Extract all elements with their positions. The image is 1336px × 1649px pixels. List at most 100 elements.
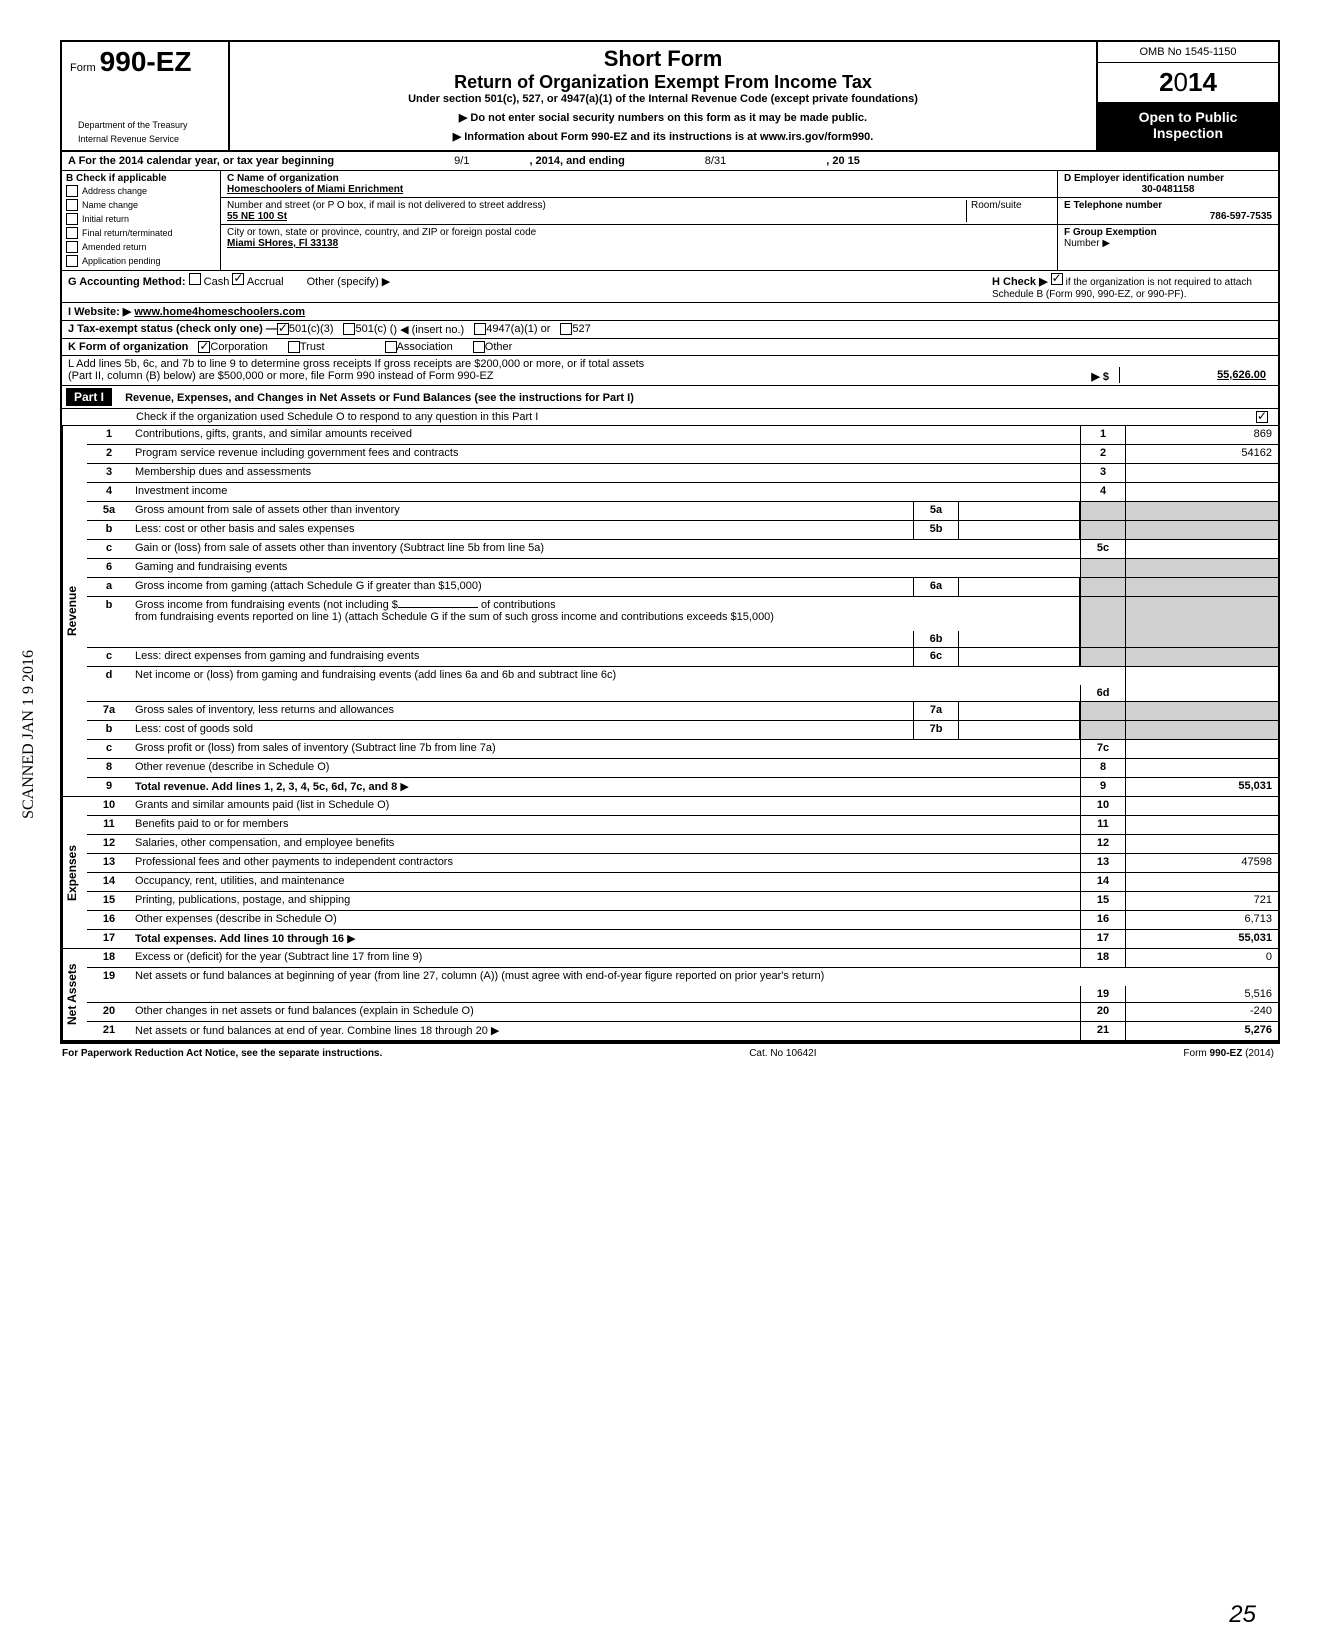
part1-check-text: Check if the organization used Schedule … bbox=[136, 411, 1256, 423]
line-6b-pre: Gross income from fundraising events (no… bbox=[135, 599, 398, 611]
checkbox-corp[interactable] bbox=[198, 341, 210, 353]
open-public: Open to Public Inspection bbox=[1098, 103, 1278, 150]
room-label: Room/suite bbox=[971, 200, 1022, 211]
b-item-5: Application pending bbox=[82, 256, 161, 266]
checkbox-part1-schedo[interactable] bbox=[1256, 411, 1268, 423]
section-b: B Check if applicable Address change Nam… bbox=[62, 171, 221, 270]
line-6a-sub: 6a bbox=[913, 578, 959, 596]
part1-header: Part I Revenue, Expenses, and Changes in… bbox=[62, 386, 1278, 409]
h-text: H Check ▶ bbox=[992, 276, 1048, 288]
checkbox-amended[interactable] bbox=[66, 241, 78, 253]
checkbox-527[interactable] bbox=[560, 323, 572, 335]
website: www.home4homeschoolers.com bbox=[134, 306, 305, 318]
line-6b-mid: of contributions bbox=[481, 599, 556, 611]
e-label: E Telephone number bbox=[1064, 200, 1162, 211]
line-6b-sub: 6b bbox=[913, 631, 959, 647]
footer-right: Form 990-EZ (2014) bbox=[1183, 1048, 1274, 1059]
form-number: 990-EZ bbox=[100, 46, 192, 78]
k-corp: Corporation bbox=[210, 341, 267, 353]
info: ▶ Information about Form 990-EZ and its … bbox=[234, 130, 1092, 143]
city-label: City or town, state or province, country… bbox=[227, 227, 536, 238]
line-6d-val bbox=[1125, 667, 1278, 701]
line-14-val bbox=[1125, 873, 1278, 891]
checkbox-other-org[interactable] bbox=[473, 341, 485, 353]
phone: 786-597-7535 bbox=[1064, 211, 1272, 222]
line-7a-sub: 7a bbox=[913, 702, 959, 720]
b-item-1: Name change bbox=[82, 200, 138, 210]
street: 55 NE 100 St bbox=[227, 211, 287, 222]
j-insert: ) ◀ (insert no.) bbox=[393, 323, 464, 336]
tax-end-month: 8/31 bbox=[705, 155, 726, 167]
right-header: OMB No 1545-1150 20201414 Open to Public… bbox=[1098, 42, 1278, 150]
checkbox-cash[interactable] bbox=[189, 273, 201, 285]
line-7b-sub: 7b bbox=[913, 721, 959, 739]
line-2-val: 54162 bbox=[1125, 445, 1278, 463]
line-20-desc: Other changes in net assets or fund bala… bbox=[135, 1005, 474, 1017]
line-10-val bbox=[1125, 797, 1278, 815]
footer-left: For Paperwork Reduction Act Notice, see … bbox=[62, 1048, 382, 1059]
j-501c: 501(c) ( bbox=[355, 323, 393, 336]
checkbox-h[interactable] bbox=[1051, 273, 1063, 285]
line-6-desc: Gaming and fundraising events bbox=[135, 561, 287, 573]
c-label: C Name of organization bbox=[227, 173, 339, 184]
k-label: K Form of organization bbox=[68, 341, 188, 353]
row-gh: G Accounting Method: Cash Accrual Other … bbox=[62, 271, 1278, 303]
tax-end-year: , 20 15 bbox=[826, 155, 860, 167]
line-18-desc: Excess or (deficit) for the year (Subtra… bbox=[135, 951, 422, 963]
line-6c-sub: 6c bbox=[913, 648, 959, 666]
g-label: G Accounting Method: bbox=[68, 276, 186, 288]
title-cell: Short Form Return of Organization Exempt… bbox=[230, 42, 1098, 150]
revenue-section: Revenue 1Contributions, gifts, grants, a… bbox=[62, 426, 1278, 797]
row-a: A For the 2014 calendar year, or tax yea… bbox=[62, 152, 1278, 171]
checkbox-accrual[interactable] bbox=[232, 273, 244, 285]
j-501c3: 501(c)(3) bbox=[289, 323, 334, 336]
checkbox-assoc[interactable] bbox=[385, 341, 397, 353]
d-label: D Employer identification number bbox=[1064, 173, 1224, 184]
line-7c-val bbox=[1125, 740, 1278, 758]
k-trust: Trust bbox=[300, 341, 325, 353]
k-other: Other bbox=[485, 341, 513, 353]
form-990ez: Form 990-EZ Department of the Treasury I… bbox=[60, 40, 1280, 1044]
line-3-desc: Membership dues and assessments bbox=[135, 466, 311, 478]
checkbox-4947[interactable] bbox=[474, 323, 486, 335]
line-18-val: 0 bbox=[1125, 949, 1278, 967]
line-17-val: 55,031 bbox=[1125, 930, 1278, 948]
checkbox-pending[interactable] bbox=[66, 255, 78, 267]
checkbox-501c3[interactable] bbox=[277, 323, 289, 335]
checkbox-address[interactable] bbox=[66, 185, 78, 197]
bcdef-block: B Check if applicable Address change Nam… bbox=[62, 171, 1278, 271]
expenses-label: Expenses bbox=[62, 797, 87, 948]
footer-mid: Cat. No 10642I bbox=[749, 1048, 816, 1059]
line-5c-desc: Gain or (loss) from sale of assets other… bbox=[135, 542, 544, 554]
year: 20201414 bbox=[1098, 63, 1278, 103]
j-label: J Tax-exempt status (check only one) — bbox=[68, 323, 277, 336]
line-9-val: 55,031 bbox=[1125, 778, 1278, 796]
l-text1: L Add lines 5b, 6c, and 7b to line 9 to … bbox=[68, 358, 1119, 370]
checkbox-final[interactable] bbox=[66, 227, 78, 239]
g-accrual: Accrual bbox=[247, 276, 284, 288]
line-3-val bbox=[1125, 464, 1278, 482]
i-label: I Website: ▶ bbox=[68, 306, 131, 318]
dept: Department of the Treasury bbox=[70, 118, 220, 132]
checkbox-name[interactable] bbox=[66, 199, 78, 211]
line-8-desc: Other revenue (describe in Schedule O) bbox=[135, 761, 329, 773]
checkbox-501c[interactable] bbox=[343, 323, 355, 335]
checkbox-initial[interactable] bbox=[66, 213, 78, 225]
checkbox-trust[interactable] bbox=[288, 341, 300, 353]
org-name: Homeschoolers of Miami Enrichment bbox=[227, 184, 403, 195]
section-def: D Employer identification number 30-0481… bbox=[1058, 171, 1278, 270]
expenses-section: Expenses 10Grants and similar amounts pa… bbox=[62, 797, 1278, 949]
line-16-val: 6,713 bbox=[1125, 911, 1278, 929]
line-13-val: 47598 bbox=[1125, 854, 1278, 872]
line-13-desc: Professional fees and other payments to … bbox=[135, 856, 453, 868]
city: Miami SHores, Fl 33138 bbox=[227, 238, 338, 249]
line-5c-num: 5c bbox=[1080, 540, 1125, 558]
line-14-desc: Occupancy, rent, utilities, and maintena… bbox=[135, 875, 345, 887]
line-15-desc: Printing, publications, postage, and shi… bbox=[135, 894, 350, 906]
b-item-0: Address change bbox=[82, 186, 147, 196]
revenue-label: Revenue bbox=[62, 426, 87, 796]
part1-title: Revenue, Expenses, and Changes in Net As… bbox=[125, 392, 634, 404]
section-c: C Name of organization Homeschoolers of … bbox=[221, 171, 1058, 270]
line-1-desc: Contributions, gifts, grants, and simila… bbox=[135, 428, 412, 440]
footer: For Paperwork Reduction Act Notice, see … bbox=[60, 1044, 1276, 1063]
